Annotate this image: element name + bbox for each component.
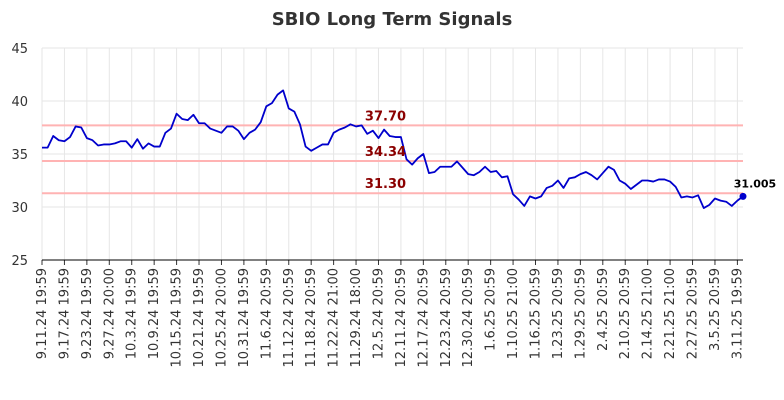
y-tick-label: 25 xyxy=(11,254,28,269)
grid-layer xyxy=(41,47,743,260)
signal-level-label: 37.70 xyxy=(365,109,406,124)
x-tick-label: 2.10.25 20:59 xyxy=(618,268,633,359)
x-tick-label: 1.16.25 20:59 xyxy=(529,268,544,359)
x-tick-label: 11.12.24 20:59 xyxy=(282,268,297,368)
x-tick-label: 10.3.24 19:59 xyxy=(125,268,140,359)
chart-title: SBIO Long Term Signals xyxy=(272,9,513,30)
x-tick-label: 10.21.24 19:59 xyxy=(192,268,207,368)
y-tick-label: 35 xyxy=(11,148,28,163)
x-tick-label: 10.25.24 20:00 xyxy=(214,268,229,368)
x-tick-label: 12.23.24 20:59 xyxy=(439,268,454,368)
x-tick-label: 1.6.25 20:59 xyxy=(484,268,499,351)
y-tick-label: 45 xyxy=(11,42,28,57)
last-price-label: 31.005 xyxy=(734,177,776,190)
price-line xyxy=(42,89,744,209)
y-tick-label: 40 xyxy=(11,95,28,110)
axes: 25 30 35 40 45 9.11.24 19:59 9.17.24 19:59 9.23… xyxy=(11,42,745,368)
x-tick-label: 2.21.25 21:00 xyxy=(663,268,678,359)
signal-levels xyxy=(42,124,743,195)
x-tick-label: 1.23.25 20:59 xyxy=(551,268,566,359)
last-price-marker xyxy=(739,192,747,200)
x-tick-label: 11.18.24 20:59 xyxy=(304,268,319,368)
x-tick-label: 2.14.25 21:00 xyxy=(641,268,656,359)
x-tick-label: 3.5.25 20:59 xyxy=(708,268,723,351)
x-tick-label: 11.6.24 20:59 xyxy=(259,268,274,359)
x-tick-label: 2.27.25 20:59 xyxy=(686,268,701,359)
x-tick-label: 12.17.24 20:59 xyxy=(416,268,431,368)
x-tick-label: 2.4.25 20:59 xyxy=(596,268,611,351)
x-tick-label: 12.11.24 20:59 xyxy=(394,268,409,368)
x-tick-label: 9.11.24 19:59 xyxy=(35,268,50,359)
x-tick-label: 1.29.25 20:59 xyxy=(573,268,588,359)
y-tick-label: 30 xyxy=(11,201,28,216)
signal-level-label: 34.34 xyxy=(365,145,406,160)
x-tick-label: 10.15.24 19:59 xyxy=(170,268,185,368)
x-tick-label: 9.23.24 19:59 xyxy=(80,268,95,359)
signal-level-label: 31.30 xyxy=(365,177,406,192)
x-tick-label: 11.22.24 21:00 xyxy=(327,268,342,368)
x-tick-label: 10.31.24 19:59 xyxy=(237,268,252,368)
x-tick-label: 10.9.24 19:59 xyxy=(147,268,162,359)
x-tick-label: 9.17.24 19:59 xyxy=(57,268,72,359)
x-tick-label: 9.27.24 20:00 xyxy=(102,268,117,359)
x-tick-label: 3.11.25 19:59 xyxy=(730,268,745,359)
x-tick-label: 1.10.25 21:00 xyxy=(506,268,521,359)
price-series xyxy=(42,89,747,209)
x-tick-label: 12.30.24 20:59 xyxy=(461,268,476,368)
x-tick-label: 11.29.24 18:00 xyxy=(349,268,364,368)
annotations: 37.70 34.34 31.30 31.005 xyxy=(365,109,776,192)
x-tick-label: 12.5.24 20:59 xyxy=(371,268,386,359)
